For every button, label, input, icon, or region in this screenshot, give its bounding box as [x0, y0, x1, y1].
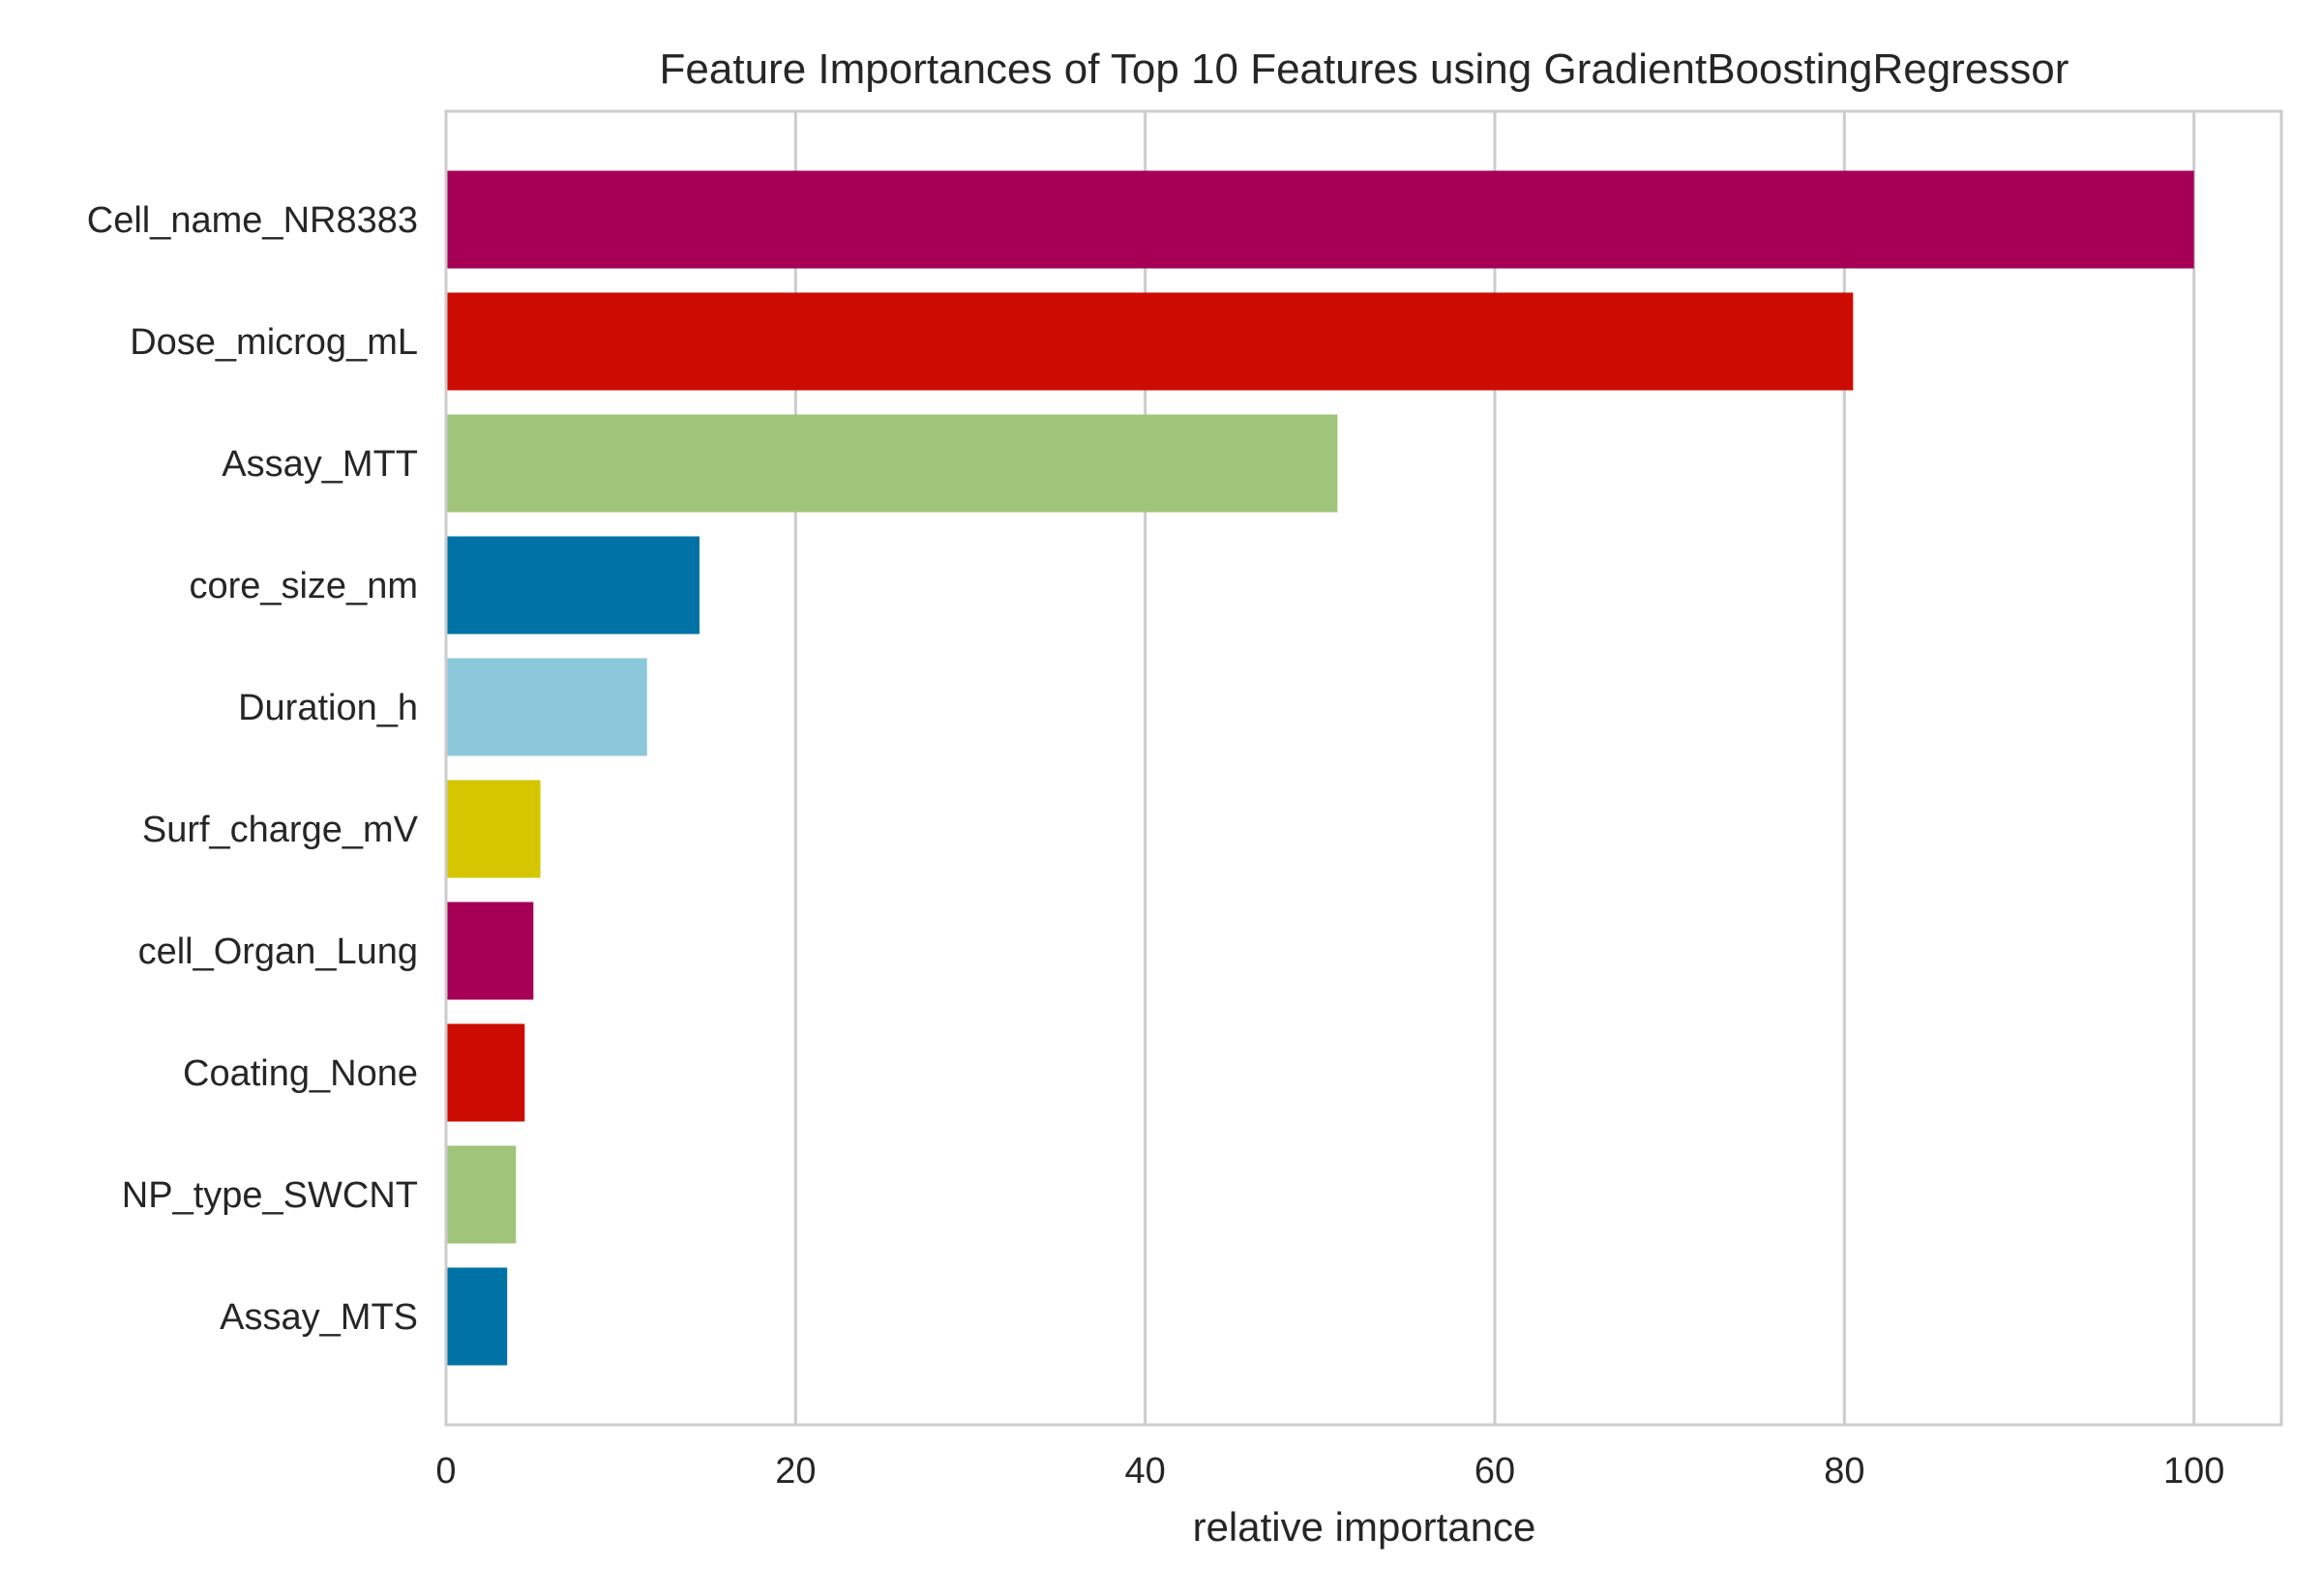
bars [447, 170, 2194, 1366]
bar-coating-none [447, 1023, 525, 1122]
y-tick-label: Coating_None [183, 1053, 418, 1094]
x-axis-label: relative importance [1193, 1504, 1536, 1550]
x-tick-label: 40 [1125, 1451, 1166, 1492]
y-tick-label: Duration_h [238, 688, 418, 728]
bar-cell-name-nr8383 [447, 170, 2194, 269]
y-tick-label: Surf_charge_mV [142, 810, 419, 850]
x-tick-label: 0 [435, 1451, 456, 1492]
x-tick-label: 60 [1474, 1451, 1515, 1492]
bar-assay-mts [447, 1267, 508, 1366]
bar-assay-mtt [447, 414, 1338, 513]
x-tick-labels: 0 20 40 60 80 100 [435, 1451, 2224, 1492]
y-tick-label: NP_type_SWCNT [122, 1175, 418, 1216]
y-tick-label: Cell_name_NR8383 [87, 200, 418, 241]
y-tick-label: Dose_microg_mL [130, 322, 418, 363]
y-tick-label: Assay_MTT [222, 444, 418, 485]
bar-np-type-swcnt [447, 1145, 517, 1244]
x-tick-label: 20 [775, 1451, 816, 1492]
bar-surf-charge-mv [447, 780, 541, 878]
bar-duration-h [447, 658, 647, 756]
chart-title: Feature Importances of Top 10 Features u… [660, 45, 2069, 93]
x-tick-label: 80 [1824, 1451, 1864, 1492]
bar-dose-microg-ml [447, 292, 1854, 391]
x-tick-label: 100 [2163, 1451, 2224, 1492]
bar-cell-organ-lung [447, 901, 534, 1000]
y-tick-label: core_size_nm [189, 566, 418, 606]
bar-core-size-nm [447, 536, 700, 635]
y-tick-label: cell_Organ_Lung [138, 931, 418, 972]
y-tick-labels: Cell_name_NR8383 Dose_microg_mL Assay_MTTc… [87, 200, 419, 1338]
y-tick-label: Assay_MTS [220, 1297, 418, 1338]
plot-frame [444, 109, 2283, 1427]
